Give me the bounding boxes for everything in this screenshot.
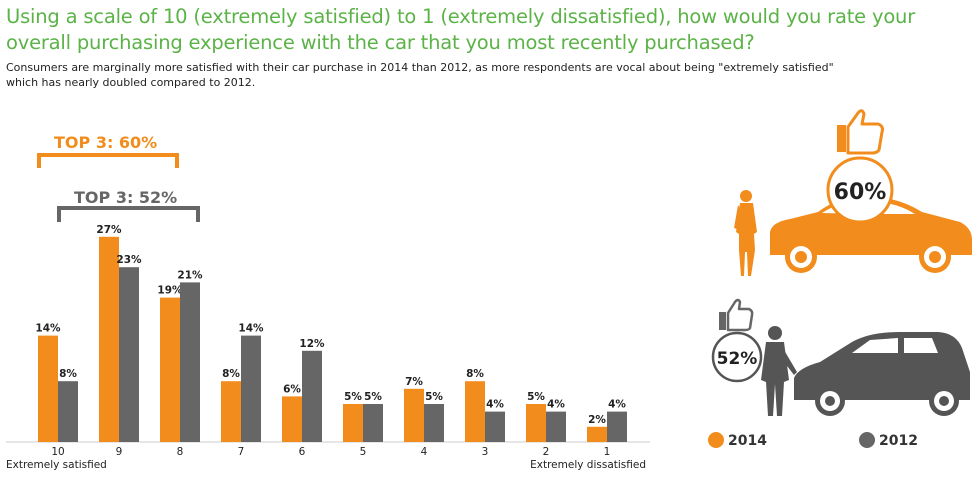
bar-2012-5 xyxy=(363,404,383,442)
x-tick-8: 8 xyxy=(177,446,184,458)
bar-label-2014-3: 8% xyxy=(466,368,484,380)
bar-label-2012-10: 8% xyxy=(59,368,77,380)
x-tick-6: 6 xyxy=(299,446,306,458)
bar-label-2012-9: 23% xyxy=(116,254,142,266)
bar-2014-1 xyxy=(587,426,607,442)
bar-2012-9 xyxy=(119,267,139,442)
x-tick-2: 2 xyxy=(543,446,550,458)
bar-label-2014-4: 7% xyxy=(405,376,423,388)
category-labels: 10 9 8 7 6 5 4 3 2 1 xyxy=(51,446,610,458)
thumbs-up-icon xyxy=(719,298,754,332)
bar-label-2012-8: 21% xyxy=(177,269,203,281)
chart-title: Using a scale of 10 (extremely satisfied… xyxy=(6,5,916,54)
bar-2014-6 xyxy=(282,396,302,442)
bar-label-2014-1: 2% xyxy=(588,414,606,426)
bar-2014-10 xyxy=(38,335,58,442)
subtitle-line-1: Consumers are marginally more satisfied … xyxy=(6,61,834,74)
bar-label-2014-2: 5% xyxy=(527,391,545,403)
bar-2012-2 xyxy=(546,411,566,442)
x-tick-9: 9 xyxy=(116,446,123,458)
bar-2012-7 xyxy=(241,335,261,442)
bar-label-2012-5: 5% xyxy=(364,391,382,403)
bar-2014-7 xyxy=(221,381,241,442)
bar-2014-4 xyxy=(404,388,424,442)
bar-label-2014-10: 14% xyxy=(35,323,61,335)
bar-2012-6 xyxy=(302,350,322,442)
x-tick-1: 1 xyxy=(604,446,611,458)
bar-2012-4 xyxy=(424,404,444,442)
top3-2012-bracket: TOP 3: 52% xyxy=(57,188,200,222)
bar-2012-1 xyxy=(607,411,627,442)
x-tick-10: 10 xyxy=(51,446,64,458)
top3-2014-label: TOP 3: 60% xyxy=(54,133,157,152)
x-tick-4: 4 xyxy=(421,446,428,458)
bar-label-2012-7: 14% xyxy=(238,323,264,335)
gray-car-icon xyxy=(794,332,970,416)
legend-2012-label: 2012 xyxy=(879,433,918,449)
x-tick-3: 3 xyxy=(482,446,489,458)
bar-label-2012-2: 4% xyxy=(547,399,565,411)
bar-2012-3 xyxy=(485,411,505,442)
bars-group: 14%8%27%23%19%21%8%14%6%12%5% 5%7%5%8%4%5… xyxy=(35,224,627,442)
pct-2014-value: 60% xyxy=(834,180,887,205)
bar-label-2014-8: 19% xyxy=(157,285,183,297)
legend-2014-label: 2014 xyxy=(728,433,767,449)
circle-60-badge: 60% xyxy=(826,156,894,224)
bar-label-2012-4: 5% xyxy=(425,391,443,403)
x-tick-7: 7 xyxy=(238,446,245,458)
bar-label-2012-6: 12% xyxy=(299,338,325,350)
man-silhouette-icon xyxy=(761,326,797,416)
bar-2014-8 xyxy=(160,297,180,442)
pct-2012-value: 52% xyxy=(717,349,758,369)
bar-label-2014-7: 8% xyxy=(222,368,240,380)
subtitle-line-2: which has nearly doubled compared to 201… xyxy=(6,76,256,89)
circle-52-badge: 52% xyxy=(711,331,763,383)
x-label-left: Extremely satisfied xyxy=(6,459,107,471)
thumbs-up-icon xyxy=(837,109,884,155)
bar-label-2012-1: 4% xyxy=(608,399,626,411)
legend-2012-swatch xyxy=(859,432,875,448)
legend-2014-swatch xyxy=(708,432,724,448)
bar-label-2014-5: 5% xyxy=(344,391,362,403)
bar-2014-2 xyxy=(526,404,546,442)
top3-2012-label: TOP 3: 52% xyxy=(74,188,177,207)
bar-2012-8 xyxy=(180,282,200,442)
woman-silhouette-icon xyxy=(734,190,757,276)
x-tick-5: 5 xyxy=(360,446,367,458)
bar-label-2014-9: 27% xyxy=(96,224,122,236)
legend: 2014 2012 xyxy=(708,432,918,449)
bar-2014-3 xyxy=(465,381,485,442)
bar-2014-5 xyxy=(343,404,363,442)
bar-label-2014-6: 6% xyxy=(283,383,301,395)
bar-2012-10 xyxy=(58,381,78,442)
bar-label-2012-3: 4% xyxy=(486,399,504,411)
chart-subtitle: Consumers are marginally more satisfied … xyxy=(6,60,906,90)
top3-2014-bracket: TOP 3: 60% xyxy=(37,133,179,168)
x-label-right: Extremely dissatisfied xyxy=(530,459,646,471)
bar-2014-9 xyxy=(99,236,119,442)
